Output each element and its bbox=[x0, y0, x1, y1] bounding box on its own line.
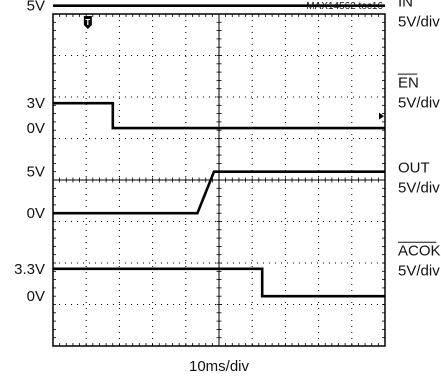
level-label-acok-low: 0V bbox=[27, 288, 45, 305]
trigger-icon bbox=[83, 16, 92, 29]
ground-arrow-icon bbox=[379, 112, 384, 120]
level-label-out-low: 0V bbox=[27, 205, 45, 222]
series-scale-out: 5V/div bbox=[398, 180, 440, 197]
series-name-en: EN bbox=[398, 75, 419, 92]
trace-acok bbox=[53, 267, 385, 298]
trace-en bbox=[53, 101, 385, 130]
series-name-in: IN bbox=[398, 0, 413, 11]
series-scale-en: 5V/div bbox=[398, 95, 440, 112]
level-label-acok-high: 3.3V bbox=[14, 261, 45, 278]
x-axis-label: 10ms/div bbox=[189, 358, 250, 375]
plot-frame bbox=[52, 13, 386, 347]
figure-id: MAX14562 toc16 bbox=[306, 1, 383, 12]
series-name-acok: ACOK bbox=[398, 243, 441, 260]
level-label-en-low: 0V bbox=[27, 120, 45, 137]
trigger-letter: T bbox=[85, 18, 90, 27]
labels: 5V IN 5V/div 3V 0V EN 5V/div 5V 0V OUT 5V/div 3.3V 0… bbox=[14, 0, 440, 305]
trigger-marker: T bbox=[83, 16, 92, 29]
series-name-out: OUT bbox=[398, 160, 430, 177]
level-label-en-high: 3V bbox=[27, 95, 45, 112]
series-scale-in: 5V/div bbox=[398, 14, 440, 31]
traces bbox=[53, 4, 385, 298]
trace-out bbox=[53, 170, 385, 215]
level-label-out-high: 5V bbox=[27, 164, 45, 181]
level-label-in: 5V bbox=[27, 0, 45, 15]
series-scale-acok: 5V/div bbox=[398, 263, 440, 280]
